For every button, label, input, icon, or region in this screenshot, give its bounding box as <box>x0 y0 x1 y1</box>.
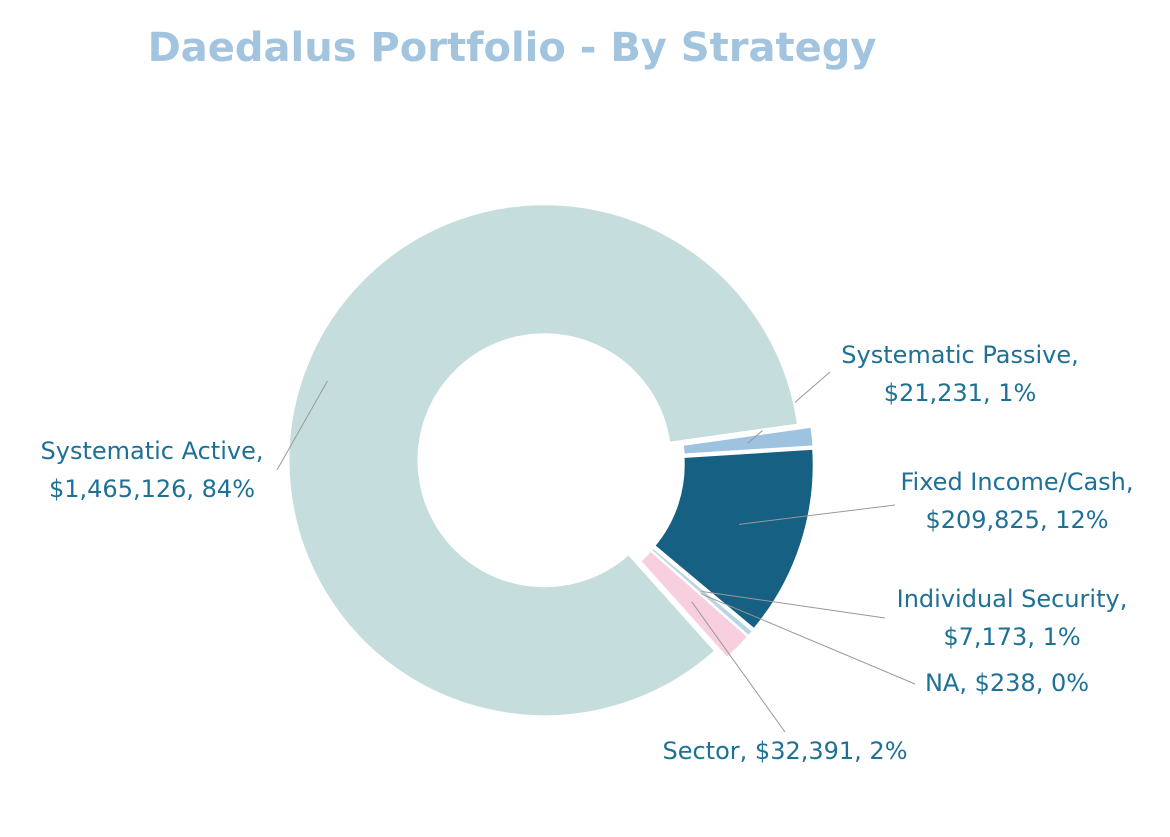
category-label: Fixed Income/Cash, <box>900 468 1133 496</box>
leader-line <box>691 601 786 733</box>
value-label: $1,465,126, 84% <box>49 475 255 503</box>
donut-slice <box>652 447 815 631</box>
value-label: $7,173, 1% <box>943 623 1080 651</box>
leader-line <box>699 592 916 685</box>
leader-line <box>739 504 896 525</box>
donut-slice <box>681 425 815 456</box>
leader-line <box>701 590 886 619</box>
leader-line <box>276 380 328 471</box>
category-label: NA, <box>925 669 967 697</box>
value-label: $238, 0% <box>975 669 1089 697</box>
value-label: $21,231, 1% <box>884 379 1037 407</box>
category-label: Systematic Passive, <box>841 341 1078 369</box>
donut-slice <box>287 203 800 718</box>
category-label: Systematic Active, <box>41 437 264 465</box>
slice-label: NA, $238, 0% <box>925 669 1089 697</box>
slice-label: Sector, $32,391, 2% <box>662 737 907 765</box>
value-label: $32,391, 2% <box>755 737 908 765</box>
value-label: $209,825, 12% <box>925 506 1108 534</box>
category-label: Sector, <box>662 737 747 765</box>
category-label: Individual Security, <box>897 585 1128 613</box>
donut-slice <box>638 549 750 660</box>
chart-title: Daedalus Portfolio - By Strategy <box>148 25 877 71</box>
